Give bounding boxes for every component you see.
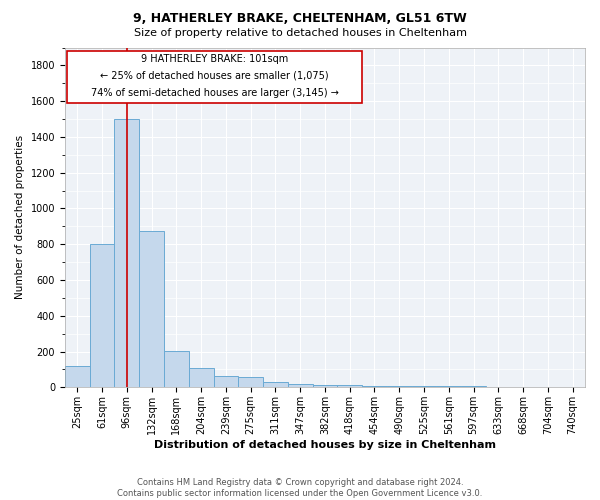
Y-axis label: Number of detached properties: Number of detached properties [15, 136, 25, 300]
Bar [139, 231, 164, 388]
Text: 9, HATHERLEY BRAKE, CHELTENHAM, GL51 6TW: 9, HATHERLEY BRAKE, CHELTENHAM, GL51 6TW [133, 12, 467, 26]
Bar [362, 386, 387, 388]
Bar [535, 387, 560, 388]
Bar [387, 386, 412, 388]
Text: 74% of semi-detached houses are larger (3,145) →: 74% of semi-detached houses are larger (… [91, 88, 338, 98]
Text: Size of property relative to detached houses in Cheltenham: Size of property relative to detached ho… [133, 28, 467, 38]
Bar [263, 382, 288, 388]
Bar [67, 51, 362, 103]
Bar [461, 386, 486, 388]
Bar [560, 387, 585, 388]
Bar [65, 366, 89, 388]
Text: Contains HM Land Registry data © Crown copyright and database right 2024.
Contai: Contains HM Land Registry data © Crown c… [118, 478, 482, 498]
Bar [313, 384, 337, 388]
Bar [412, 386, 436, 388]
Text: 9 HATHERLEY BRAKE: 101sqm: 9 HATHERLEY BRAKE: 101sqm [141, 54, 289, 64]
X-axis label: Distribution of detached houses by size in Cheltenham: Distribution of detached houses by size … [154, 440, 496, 450]
Bar [436, 386, 461, 388]
Bar [511, 387, 535, 388]
Bar [486, 387, 511, 388]
Bar [288, 384, 313, 388]
Text: ← 25% of detached houses are smaller (1,075): ← 25% of detached houses are smaller (1,… [100, 70, 329, 80]
Bar [214, 376, 238, 388]
Bar [238, 378, 263, 388]
Bar [115, 119, 139, 388]
Bar [89, 244, 115, 388]
Bar [164, 350, 189, 388]
Bar [337, 385, 362, 388]
Bar [189, 368, 214, 388]
